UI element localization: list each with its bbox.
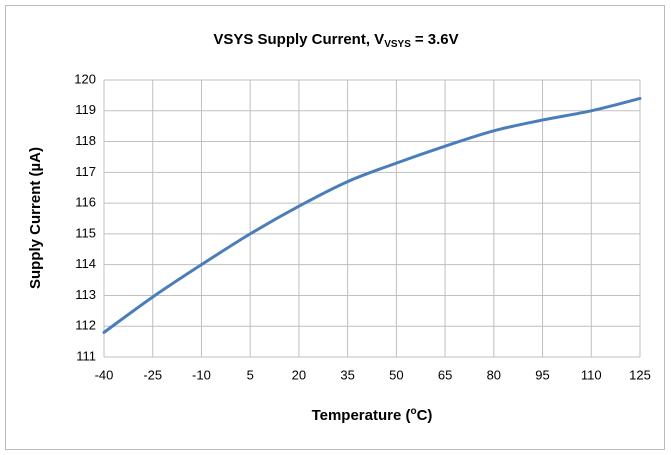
y-tick-label: 111 — [76, 348, 96, 363]
title-main: VSYS Supply Current, V — [213, 31, 384, 48]
x-tick-label: 80 — [487, 367, 501, 382]
y-tick-label: 113 — [75, 287, 96, 302]
x-tick-label: -40 — [95, 367, 114, 382]
y-tick-label: 115 — [75, 225, 96, 240]
chart-title: VSYS Supply Current, VVSYS = 3.6V — [213, 31, 458, 50]
x-tick-label: -25 — [143, 367, 162, 382]
x-tick-label: 125 — [629, 367, 651, 382]
x-axis-label: Temperature (oC) — [312, 406, 433, 424]
x-tick-label: 110 — [581, 367, 602, 382]
title-subscript: VSYS — [384, 39, 411, 50]
data-line — [102, 96, 642, 334]
y-tick-label: 112 — [75, 318, 96, 333]
y-tick-label: 117 — [75, 164, 96, 179]
x-tick-label: 20 — [292, 367, 306, 382]
x-tick-label: 5 — [247, 367, 254, 382]
y-tick-label: 120 — [74, 71, 96, 86]
xlabel-rest: C) — [417, 407, 433, 424]
x-tick-label: -10 — [192, 367, 211, 382]
y-tick-label: 119 — [75, 102, 96, 117]
y-tick-label: 118 — [75, 133, 96, 148]
y-tick-label: 114 — [75, 256, 96, 271]
y-tick-label: 116 — [75, 195, 96, 210]
x-tick-label: 50 — [389, 367, 403, 382]
y-axis-label: Supply Current (µA) — [27, 147, 44, 289]
title-rest: = 3.6V — [415, 31, 459, 48]
x-tick-label: 35 — [340, 367, 354, 382]
x-tick-label: 65 — [438, 367, 452, 382]
x-tick-label: 95 — [535, 367, 549, 382]
xlabel-main: Temperature ( — [312, 407, 411, 424]
xlabel-superscript: o — [410, 406, 416, 417]
